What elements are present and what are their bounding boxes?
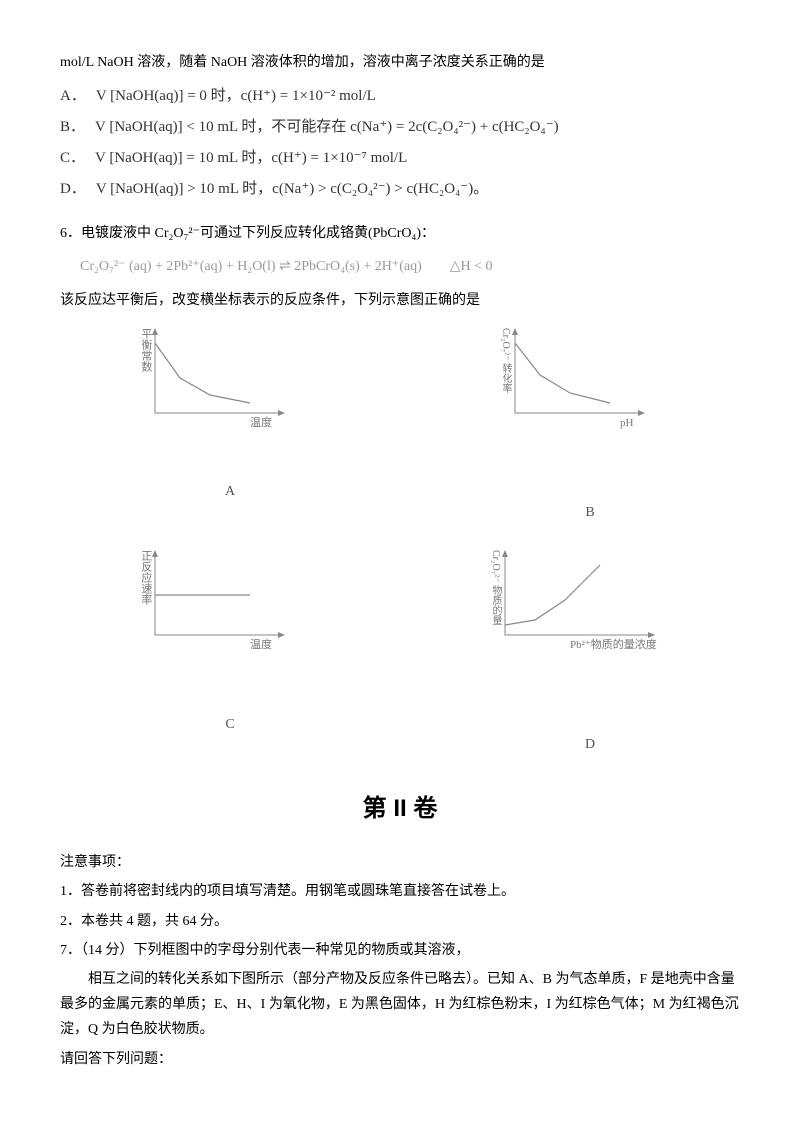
option-letter-a: A．	[60, 83, 86, 110]
chart-a-xlabel: 温度	[250, 415, 272, 429]
option-letter-d: D．	[60, 176, 86, 203]
notes-block: 注意事项： 1．答卷前将密封线内的项目填写清楚。用钢笔或圆珠笔直接答在试卷上。 …	[60, 850, 740, 1072]
chart-a-svg: 温度	[140, 323, 320, 433]
chart-d-svg: Pb²⁺物质的量浓度	[490, 545, 690, 655]
chart-a-label: A	[225, 479, 235, 504]
chart-b-label: B	[585, 500, 594, 525]
question-7-body: 相互之间的转化关系如下图所示（部分产物及反应条件已略去）。已知 A、B 为气态单…	[60, 967, 740, 1043]
question-6-stem: 6．电镀废液中 Cr₂O₇²⁻可通过下列反应转化成铬黄(PbCrO₄)：	[60, 221, 740, 246]
chart-a: 温度 平衡常数 A	[80, 323, 380, 535]
chart-d-ylabel: Cr₂O₇²⁻ 物质的量	[486, 550, 504, 625]
option-b: B． V [NaOH(aq)] < 10 mL 时，不可能存在 c(Na⁺) =…	[60, 114, 740, 141]
chart-b-svg: pH	[500, 323, 680, 433]
chart-c-svg: 温度	[140, 545, 320, 655]
chart-d-curve	[505, 565, 600, 625]
chart-b-ylabel: Cr₂O₇²⁻ 转化率	[496, 328, 514, 393]
chart-c: 温度 正反应速率 C	[80, 545, 380, 757]
chart-c-xlabel: 温度	[250, 637, 272, 651]
note-2: 2．本卷共 4 题，共 64 分。	[60, 909, 740, 934]
notes-header: 注意事项：	[60, 850, 740, 875]
fragment-prev-question: mol/L NaOH 溶液，随着 NaOH 溶液体积的增加，溶液中离子浓度关系正…	[60, 50, 740, 75]
chart-b: pH Cr₂O₇²⁻ 转化率 B	[440, 323, 740, 535]
question-6-equation: Cr₂O₇²⁻ (aq) + 2Pb²⁺(aq) + H₂O(l) ⇌ 2PbC…	[80, 254, 740, 279]
chart-d-label: D	[585, 732, 595, 757]
chart-b-curve	[515, 343, 610, 403]
chart-a-curve	[155, 343, 250, 403]
chart-a-ylabel: 平衡常数	[135, 328, 155, 372]
option-c: C． V [NaOH(aq)] = 10 mL 时，c(H⁺) = 1×10⁻⁷…	[60, 145, 740, 172]
option-d: D． V [NaOH(aq)] > 10 mL 时，c(Na⁺) > c(C₂O…	[60, 176, 740, 203]
chart-c-ylabel: 正反应速率	[135, 550, 155, 605]
question-7-stem: 7．（14 分）下列框图中的字母分别代表一种常见的物质或其溶液，	[60, 938, 740, 963]
option-a: A． V [NaOH(aq)] = 0 时，c(H⁺) = 1×10⁻² mol…	[60, 83, 740, 110]
section-title-2: 第 II 卷	[60, 787, 740, 830]
note-1: 1．答卷前将密封线内的项目填写清楚。用钢笔或圆珠笔直接答在试卷上。	[60, 879, 740, 904]
option-text-b: V [NaOH(aq)] < 10 mL 时，不可能存在 c(Na⁺) = 2c…	[95, 114, 559, 141]
question-7-ask: 请回答下列问题：	[60, 1047, 740, 1072]
chart-d-xlabel: Pb²⁺物质的量浓度	[570, 637, 657, 651]
option-text-a: V [NaOH(aq)] = 0 时，c(H⁺) = 1×10⁻² mol/L	[96, 83, 376, 110]
question-6-after: 该反应达平衡后，改变横坐标表示的反应条件，下列示意图正确的是	[60, 288, 740, 313]
chart-grid: 温度 平衡常数 A pH Cr₂O₇²⁻ 转化率 B 温度 正反应速率 C	[80, 323, 740, 757]
option-letter-c: C．	[60, 145, 85, 172]
chart-d: Pb²⁺物质的量浓度 Cr₂O₇²⁻ 物质的量 D	[440, 545, 740, 757]
option-text-c: V [NaOH(aq)] = 10 mL 时，c(H⁺) = 1×10⁻⁷ mo…	[95, 145, 407, 172]
option-text-d: V [NaOH(aq)] > 10 mL 时，c(Na⁺) > c(C₂O₄²⁻…	[96, 176, 488, 203]
option-letter-b: B．	[60, 114, 85, 141]
chart-c-label: C	[225, 712, 234, 737]
chart-b-xlabel: pH	[620, 417, 634, 429]
